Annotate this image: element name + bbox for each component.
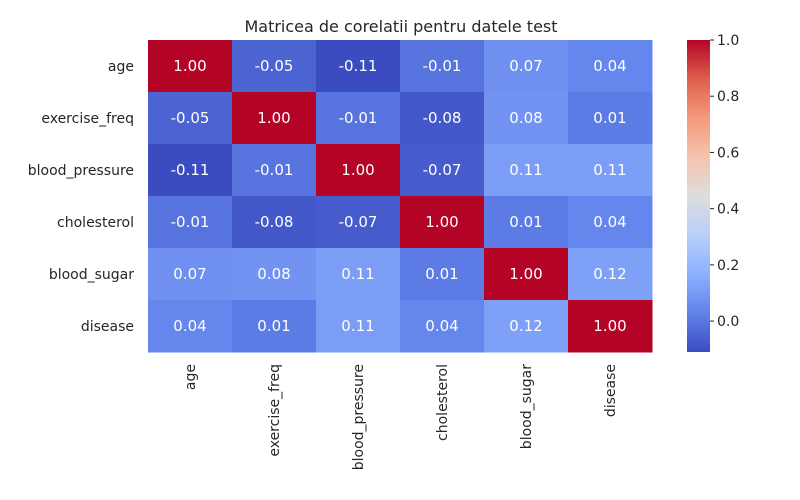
heatmap-cell xyxy=(484,300,569,353)
row-tick-label: disease xyxy=(81,319,134,335)
cell-value-label: 0.01 xyxy=(509,213,542,231)
row-tick-label: blood_sugar xyxy=(49,267,134,283)
row-tick-label: age xyxy=(108,59,134,75)
heatmap-cell xyxy=(148,40,233,93)
heatmap-cell xyxy=(316,248,401,301)
cell-value-label: 1.00 xyxy=(425,213,458,231)
cell-value-label: 0.01 xyxy=(425,265,458,283)
colorbar-tick-label: 1.0 xyxy=(717,33,739,49)
row-tick-label: blood_pressure xyxy=(28,163,134,179)
cell-value-label: 0.04 xyxy=(593,57,626,75)
heatmap-cell xyxy=(316,92,401,145)
column-tick-label: blood_sugar xyxy=(519,364,535,449)
heatmap-cell xyxy=(568,92,653,145)
column-tick-label: cholesterol xyxy=(435,364,451,441)
heatmap-cell xyxy=(316,40,401,93)
cell-value-label: 0.12 xyxy=(593,265,626,283)
heatmap-cell xyxy=(484,196,569,249)
cell-value-label: -0.01 xyxy=(339,109,378,127)
heatmap-cell xyxy=(568,300,653,353)
cell-value-label: 0.07 xyxy=(173,265,206,283)
cell-value-label: 0.11 xyxy=(509,161,542,179)
row-tick-label: exercise_freq xyxy=(41,111,134,127)
cell-value-label: 1.00 xyxy=(173,57,206,75)
heatmap-cell xyxy=(568,248,653,301)
cell-value-label: 1.00 xyxy=(509,265,542,283)
heatmap-cell xyxy=(400,144,485,197)
column-tick-label: disease xyxy=(603,364,619,417)
heatmap-cell xyxy=(568,196,653,249)
chart-title: Matricea de corelatii pentru datele test xyxy=(244,17,557,36)
heatmap-cell xyxy=(400,40,485,93)
heatmap-cell xyxy=(400,300,485,353)
heatmap-cell xyxy=(232,248,317,301)
cell-value-label: 0.04 xyxy=(593,213,626,231)
cell-value-label: -0.11 xyxy=(171,161,210,179)
cell-value-label: -0.07 xyxy=(339,213,378,231)
cell-value-label: 0.01 xyxy=(593,109,626,127)
heatmap-cell xyxy=(148,92,233,145)
cell-value-label: -0.05 xyxy=(255,57,294,75)
cell-value-label: 0.11 xyxy=(341,317,374,335)
cell-value-label: 1.00 xyxy=(257,109,290,127)
colorbar: 0.0 0.2 0.4 0.6 0.8 1.0 xyxy=(687,33,739,352)
cell-value-label: 1.00 xyxy=(341,161,374,179)
heatmap-cell xyxy=(232,144,317,197)
heatmap-cell xyxy=(316,300,401,353)
heatmap-cell xyxy=(484,40,569,93)
cell-value-label: -0.08 xyxy=(255,213,294,231)
cell-value-label: 0.01 xyxy=(257,317,290,335)
heatmap-cell xyxy=(400,196,485,249)
cell-value-label: 1.00 xyxy=(593,317,626,335)
heatmap-cell xyxy=(484,92,569,145)
colorbar-tick-label: 0.4 xyxy=(717,202,739,218)
cell-value-label: 0.11 xyxy=(593,161,626,179)
heatmap-cell xyxy=(400,248,485,301)
colorbar-tick-label: 0.2 xyxy=(717,258,739,274)
heatmap-cell xyxy=(232,300,317,353)
heatmap-cell xyxy=(316,196,401,249)
row-tick-label: cholesterol xyxy=(57,215,134,231)
cell-value-label: -0.01 xyxy=(423,57,462,75)
cell-value-label: 0.04 xyxy=(425,317,458,335)
cell-value-label: -0.01 xyxy=(171,213,210,231)
heatmap-cells: 1.00 -0.05 -0.11 -0.01 0.07 0.04 -0.05 1.00 -0.0… xyxy=(148,40,653,353)
column-tick-label: exercise_freq xyxy=(267,364,283,457)
cell-value-label: -0.07 xyxy=(423,161,462,179)
heatmap-cell xyxy=(568,144,653,197)
cell-value-label: 0.07 xyxy=(509,57,542,75)
heatmap-cell xyxy=(316,144,401,197)
cell-value-label: -0.11 xyxy=(339,57,378,75)
colorbar-tick-label: 0.0 xyxy=(717,314,739,330)
heatmap-cell xyxy=(232,196,317,249)
heatmap-cell xyxy=(484,144,569,197)
heatmap-cell xyxy=(148,300,233,353)
colorbar-gradient xyxy=(687,40,710,352)
cell-value-label: -0.01 xyxy=(255,161,294,179)
cell-value-label: 0.08 xyxy=(257,265,290,283)
heatmap-cell xyxy=(148,196,233,249)
heatmap-cell xyxy=(484,248,569,301)
row-labels: age exercise_freq blood_pressure cholestero… xyxy=(28,59,135,335)
column-tick-label: age xyxy=(183,364,199,390)
cell-value-label: -0.05 xyxy=(171,109,210,127)
colorbar-tick-label: 0.8 xyxy=(717,89,739,105)
cell-value-label: 0.08 xyxy=(509,109,542,127)
heatmap-cell xyxy=(232,92,317,145)
heatmap-cell xyxy=(568,40,653,93)
cell-value-label: 0.11 xyxy=(341,265,374,283)
heatmap-cell xyxy=(148,144,233,197)
heatmap-cell xyxy=(232,40,317,93)
column-tick-label: blood_pressure xyxy=(351,364,367,470)
cell-value-label: 0.12 xyxy=(509,317,542,335)
cell-value-label: -0.08 xyxy=(423,109,462,127)
heatmap-cell xyxy=(148,248,233,301)
colorbar-tick-label: 0.6 xyxy=(717,145,739,161)
cell-value-label: 0.04 xyxy=(173,317,206,335)
heatmap-cell xyxy=(400,92,485,145)
column-labels: age exercise_freq blood_pressure cholestero… xyxy=(183,364,619,471)
